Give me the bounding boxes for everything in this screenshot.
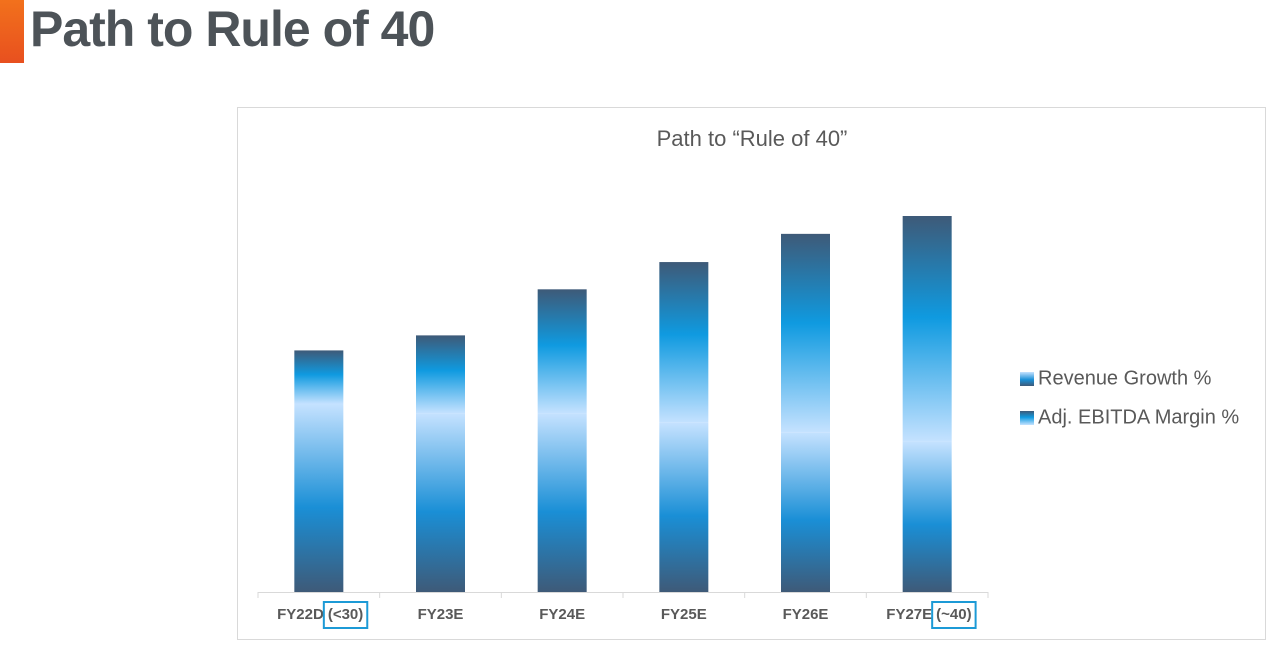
bar-segment xyxy=(781,233,830,433)
bar-segment xyxy=(294,350,344,404)
bar-segment xyxy=(537,289,587,414)
note-box xyxy=(322,601,369,629)
bar-segment xyxy=(659,422,709,592)
legend-label: Revenue Growth % xyxy=(1038,367,1212,389)
x-tick-label: FY24E xyxy=(539,606,585,623)
bar-segment xyxy=(659,262,709,423)
bar-segment xyxy=(294,404,344,592)
note-box xyxy=(931,601,977,629)
legend-label: Adj. EBITDA Margin % xyxy=(1038,406,1239,428)
bar-segment xyxy=(416,413,465,592)
chart-frame xyxy=(237,107,1266,640)
bar-segment xyxy=(781,432,830,592)
category-note: (~40) xyxy=(936,606,971,623)
x-tick-label: FY23E xyxy=(418,606,464,623)
slide-title: Path to Rule of 40 xyxy=(30,1,434,57)
legend-swatch xyxy=(1020,372,1034,386)
x-tick-label: FY22D xyxy=(277,606,324,623)
x-tick-label: FY27E xyxy=(886,606,932,623)
bar-segment xyxy=(902,216,952,442)
x-tick-label: FY26E xyxy=(783,606,829,623)
bar-segment xyxy=(416,335,465,414)
accent-bar xyxy=(0,0,24,63)
x-tick-label: FY25E xyxy=(661,606,707,623)
category-note: (<30) xyxy=(328,606,363,623)
bar-segment xyxy=(902,441,952,592)
legend-swatch xyxy=(1020,411,1034,425)
bar-segment xyxy=(537,413,587,592)
chart-title: Path to “Rule of 40” xyxy=(657,126,848,151)
